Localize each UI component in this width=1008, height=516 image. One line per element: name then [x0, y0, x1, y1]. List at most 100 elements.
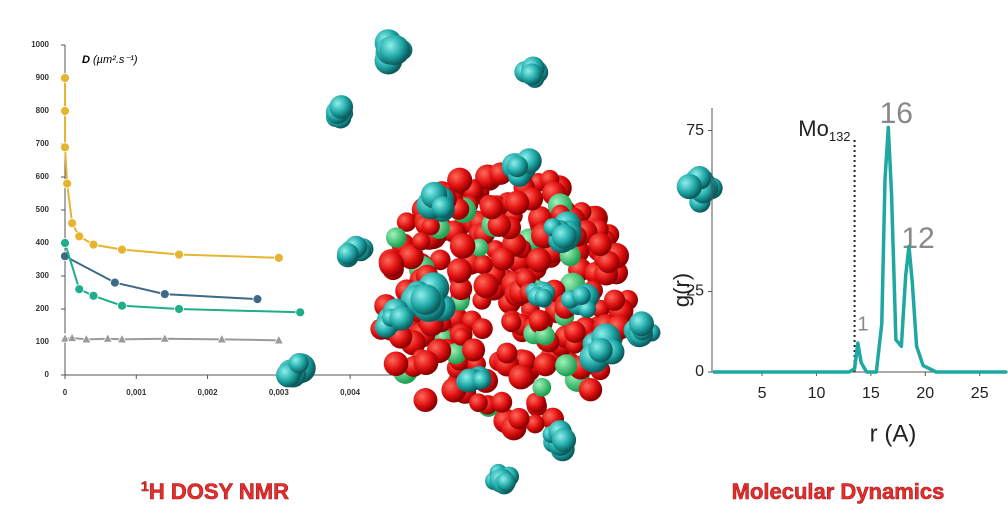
point — [274, 253, 283, 262]
y-tick-label: 900 — [36, 73, 50, 82]
atom — [677, 174, 702, 199]
atom — [564, 321, 586, 343]
y-tick-label: 400 — [36, 238, 50, 247]
atom — [337, 243, 359, 265]
atom — [462, 338, 485, 361]
atom — [496, 343, 517, 364]
point — [63, 179, 72, 188]
y-tick-label: 100 — [36, 337, 50, 346]
y-tick-label: 0 — [695, 363, 704, 380]
atom — [450, 233, 476, 259]
point — [175, 250, 184, 259]
atom — [534, 353, 558, 377]
peak-label: 16 — [880, 97, 913, 130]
atom — [535, 289, 553, 307]
caption: Molecular Dynamics — [732, 479, 945, 504]
atom — [329, 95, 353, 119]
point — [89, 240, 98, 249]
point — [296, 308, 305, 317]
atom — [480, 196, 503, 219]
atom — [629, 311, 654, 336]
atom — [379, 252, 404, 277]
atom — [529, 310, 550, 331]
atom — [289, 353, 309, 373]
y-tick-label: 300 — [36, 271, 50, 280]
figure: D (µm².s⁻¹) 1H DOSY NMR 0100200300400500… — [0, 0, 1008, 516]
atom — [491, 392, 512, 413]
x-tick-label: 15 — [862, 385, 880, 402]
atom — [588, 338, 612, 362]
atom — [572, 286, 591, 305]
atom — [432, 196, 454, 218]
atom — [473, 371, 492, 390]
series-line — [713, 127, 1007, 372]
point — [118, 301, 127, 310]
point — [175, 305, 184, 314]
point — [253, 295, 262, 304]
point — [89, 291, 98, 300]
x-tick-label: 0,004 — [340, 388, 361, 397]
point — [61, 143, 70, 152]
atom — [555, 354, 577, 376]
peak-label: 1 — [857, 313, 868, 335]
atom — [552, 224, 577, 249]
x-tick-label: 0,002 — [198, 388, 219, 397]
x-tick-label: 10 — [808, 385, 826, 402]
point — [110, 278, 119, 287]
caption: 1H DOSY NMR — [141, 478, 289, 504]
atom — [508, 364, 533, 389]
atom — [389, 306, 414, 331]
series-line — [65, 338, 279, 340]
atom — [473, 273, 498, 298]
point — [160, 290, 169, 299]
y-tick-label: 200 — [36, 304, 50, 313]
atom — [496, 472, 515, 491]
atom — [412, 232, 430, 250]
point — [75, 285, 84, 294]
point — [61, 74, 70, 83]
atom — [521, 63, 543, 85]
point — [68, 219, 77, 228]
atom — [505, 191, 529, 215]
atom — [414, 350, 439, 375]
y-tick-label: 500 — [36, 205, 50, 214]
atom — [502, 313, 521, 332]
reference-label: Mo132 — [798, 116, 850, 145]
atom — [532, 378, 551, 397]
atom — [413, 388, 437, 412]
y-tick-label: 700 — [36, 139, 50, 148]
point — [61, 107, 70, 116]
atom — [579, 378, 602, 401]
atom — [552, 428, 576, 452]
point — [118, 245, 127, 254]
y-tick-label: 25 — [686, 283, 704, 300]
reference-label-sub: 132 — [829, 129, 851, 144]
atom — [588, 233, 611, 256]
atom — [527, 248, 552, 273]
point — [61, 239, 70, 248]
y-tick-label: 800 — [36, 106, 50, 115]
y-tick-label: 600 — [36, 172, 50, 181]
x-tick-label: 5 — [758, 385, 767, 402]
x-tick-label: 0,001 — [126, 388, 147, 397]
atom — [410, 284, 441, 315]
x-tick-label: 0 — [63, 388, 68, 397]
x-tick-label: 0,003 — [269, 388, 290, 397]
x-axis-label: r (A) — [870, 420, 917, 447]
atom — [380, 35, 410, 65]
point — [75, 232, 84, 241]
x-tick-label: 20 — [916, 385, 934, 402]
y-axis-label: D (µm².s⁻¹) — [82, 54, 138, 66]
atom — [386, 227, 406, 247]
atom — [447, 258, 472, 283]
atom — [384, 351, 409, 376]
atom — [472, 318, 493, 339]
atom — [474, 255, 493, 274]
peak-label: 12 — [901, 222, 934, 255]
x-tick-label: 25 — [971, 385, 989, 402]
atom — [491, 247, 514, 270]
atom — [604, 290, 625, 311]
series-line — [65, 78, 279, 258]
y-tick-label: 1000 — [31, 40, 49, 49]
